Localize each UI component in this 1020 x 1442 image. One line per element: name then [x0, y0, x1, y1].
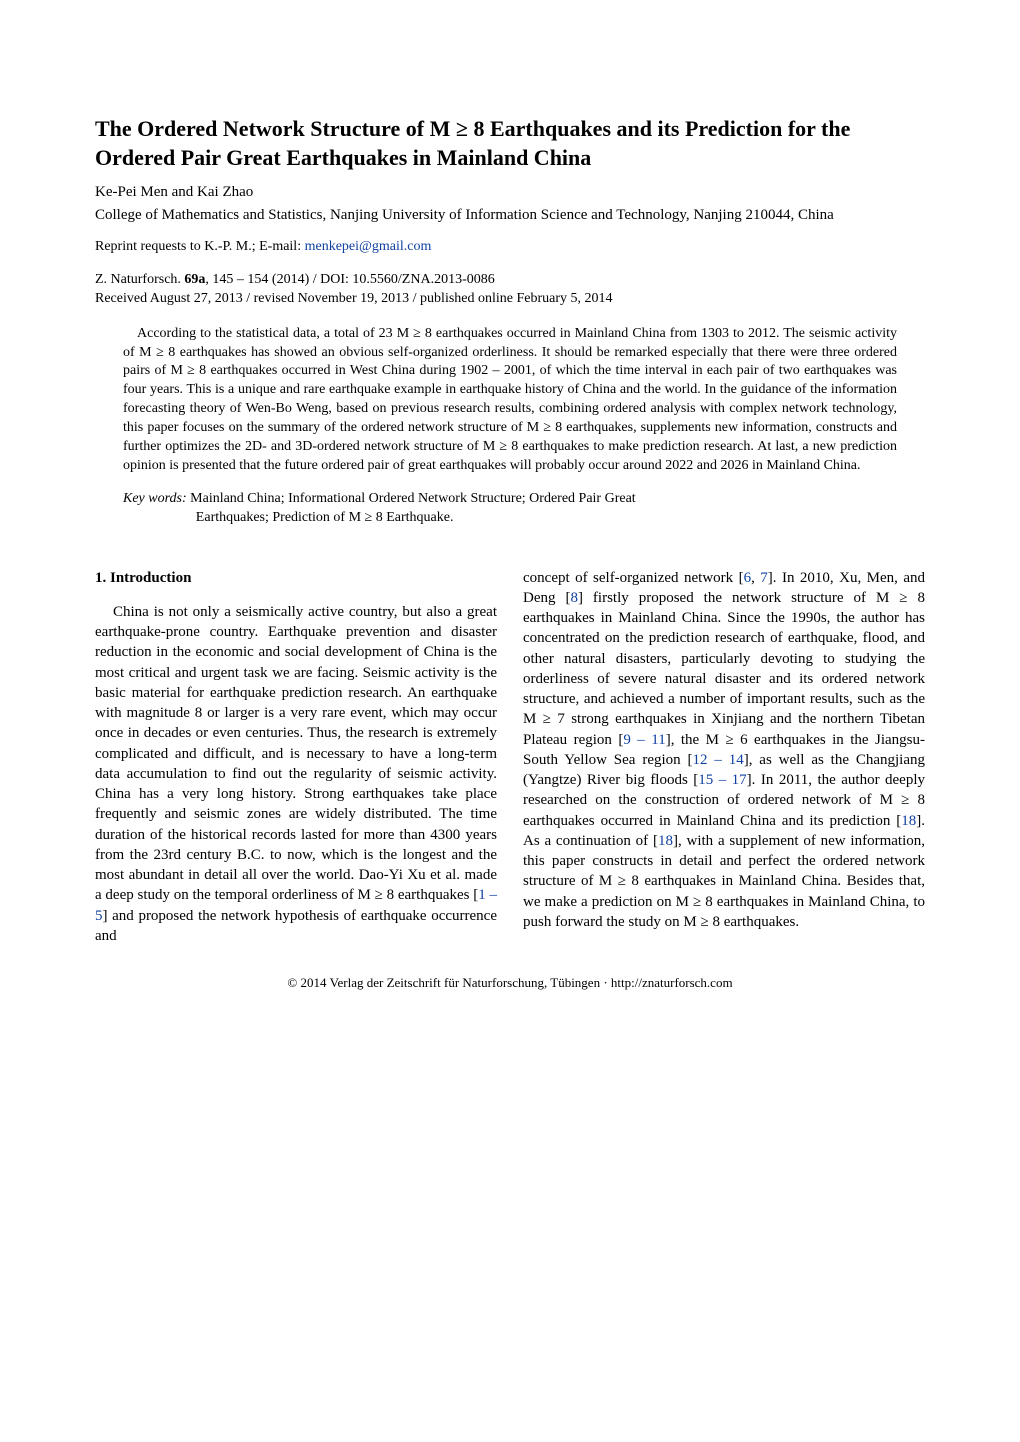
ref-link-9-11[interactable]: 9 – 11	[623, 732, 665, 748]
keywords-line1: Mainland China; Informational Ordered Ne…	[187, 491, 636, 506]
abstract: According to the statistical data, a tot…	[123, 325, 897, 476]
reprint-line: Reprint requests to K.-P. M.; E-mail: me…	[95, 238, 925, 257]
comma-6-7: ,	[751, 570, 760, 586]
ref-link-18a[interactable]: 18	[901, 813, 916, 829]
section-heading-intro: 1. Introduction	[95, 568, 497, 588]
received-line: Received August 27, 2013 / revised Novem…	[95, 290, 925, 309]
affiliation: College of Mathematics and Statistics, N…	[95, 206, 925, 226]
ref-link-18b[interactable]: 18	[658, 833, 673, 849]
keywords: Key words: Mainland China; Informational…	[123, 490, 897, 528]
intro-paragraph-right: concept of self-organized network [6, 7]…	[523, 568, 925, 933]
email-link[interactable]: menkepei@gmail.com	[305, 239, 432, 254]
ref-link-12-14[interactable]: 12 – 14	[693, 752, 744, 768]
col2-text-c: ] firstly proposed the network structure…	[523, 590, 925, 748]
col1-text-a: China is not only a seismically active c…	[95, 604, 497, 904]
copyright-footer: © 2014 Verlag der Zeitschrift für Naturf…	[95, 974, 925, 992]
two-column-body: 1. Introduction China is not only a seis…	[95, 568, 925, 947]
abstract-text: According to the statistical data, a tot…	[123, 325, 897, 476]
right-column: concept of self-organized network [6, 7]…	[523, 568, 925, 947]
ref-link-15-17[interactable]: 15 – 17	[698, 772, 746, 788]
citation-line: Z. Naturforsch. 69a, 145 – 154 (2014) / …	[95, 271, 925, 290]
paper-title: The Ordered Network Structure of M ≥ 8 E…	[95, 115, 925, 172]
citation-volume: 69a	[184, 272, 205, 287]
citation-suffix: , 145 – 154 (2014) / DOI: 10.5560/ZNA.20…	[205, 272, 494, 287]
keywords-line2: Earthquakes; Prediction of M ≥ 8 Earthqu…	[123, 509, 897, 528]
ref-link-7[interactable]: 7	[760, 570, 768, 586]
left-column: 1. Introduction China is not only a seis…	[95, 568, 497, 947]
reprint-prefix: Reprint requests to K.-P. M.; E-mail:	[95, 239, 305, 254]
authors: Ke-Pei Men and Kai Zhao	[95, 182, 925, 202]
intro-paragraph-left: China is not only a seismically active c…	[95, 602, 497, 946]
ref-link-6[interactable]: 6	[744, 570, 752, 586]
keywords-label: Key words:	[123, 491, 187, 506]
ref-link-8[interactable]: 8	[570, 590, 578, 606]
col1-text-b: ] and proposed the network hypothesis of…	[95, 908, 497, 944]
col2-text-a: concept of self-organized network [	[523, 570, 744, 586]
citation-prefix: Z. Naturforsch.	[95, 272, 184, 287]
